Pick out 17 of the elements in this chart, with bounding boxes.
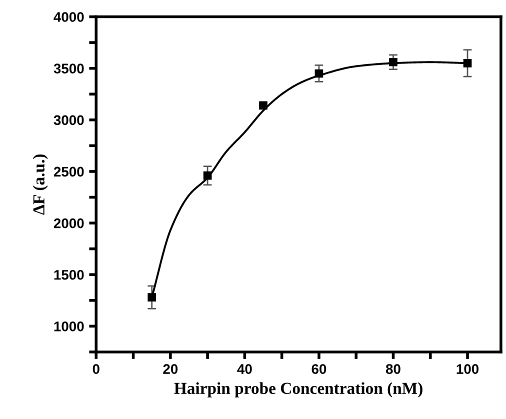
y-tick-label: 3500 bbox=[54, 64, 84, 74]
x-tick-label: 0 bbox=[92, 364, 100, 374]
x-tick-label: 100 bbox=[456, 364, 479, 374]
y-tick-label: 1000 bbox=[54, 322, 84, 332]
point bbox=[259, 101, 268, 110]
y-tick-label: 1500 bbox=[54, 270, 84, 280]
y-tick-label: 2500 bbox=[54, 166, 84, 177]
x-tick-label: 80 bbox=[386, 364, 400, 374]
y-tick-label: 2000 bbox=[54, 218, 84, 228]
point bbox=[148, 293, 156, 302]
y-axis-title: ΔF (a.u.) bbox=[32, 154, 48, 215]
y-tick-label: 4000 bbox=[54, 12, 84, 22]
x-tick-label: 60 bbox=[312, 364, 326, 374]
x-tick-label: 20 bbox=[163, 364, 178, 374]
y-tick-label: 3000 bbox=[54, 115, 84, 126]
x-axis-title: Hairpin probe Concentration (nM) bbox=[174, 382, 422, 398]
x-tick-label: 40 bbox=[237, 364, 252, 374]
